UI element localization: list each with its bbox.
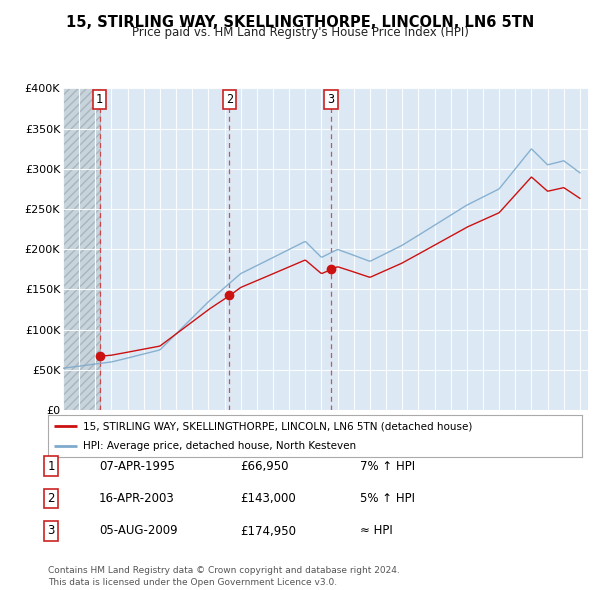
Text: £143,000: £143,000 bbox=[240, 492, 296, 505]
Text: 16-APR-2003: 16-APR-2003 bbox=[99, 492, 175, 505]
Text: £174,950: £174,950 bbox=[240, 525, 296, 537]
Text: 3: 3 bbox=[328, 93, 335, 106]
Text: 5% ↑ HPI: 5% ↑ HPI bbox=[360, 492, 415, 505]
Text: 1: 1 bbox=[96, 93, 103, 106]
Text: 2: 2 bbox=[226, 93, 233, 106]
Text: 3: 3 bbox=[47, 525, 55, 537]
Text: 07-APR-1995: 07-APR-1995 bbox=[99, 460, 175, 473]
Bar bbox=[63, 88, 100, 410]
Text: £66,950: £66,950 bbox=[240, 460, 289, 473]
Text: ≈ HPI: ≈ HPI bbox=[360, 525, 393, 537]
Text: 15, STIRLING WAY, SKELLINGTHORPE, LINCOLN, LN6 5TN: 15, STIRLING WAY, SKELLINGTHORPE, LINCOL… bbox=[66, 15, 534, 30]
Text: 7% ↑ HPI: 7% ↑ HPI bbox=[360, 460, 415, 473]
Text: Price paid vs. HM Land Registry's House Price Index (HPI): Price paid vs. HM Land Registry's House … bbox=[131, 26, 469, 39]
Text: 2: 2 bbox=[47, 492, 55, 505]
Text: Contains HM Land Registry data © Crown copyright and database right 2024.
This d: Contains HM Land Registry data © Crown c… bbox=[48, 566, 400, 587]
Text: HPI: Average price, detached house, North Kesteven: HPI: Average price, detached house, Nort… bbox=[83, 441, 356, 451]
Text: 15, STIRLING WAY, SKELLINGTHORPE, LINCOLN, LN6 5TN (detached house): 15, STIRLING WAY, SKELLINGTHORPE, LINCOL… bbox=[83, 421, 472, 431]
Text: 05-AUG-2009: 05-AUG-2009 bbox=[99, 525, 178, 537]
Text: 1: 1 bbox=[47, 460, 55, 473]
